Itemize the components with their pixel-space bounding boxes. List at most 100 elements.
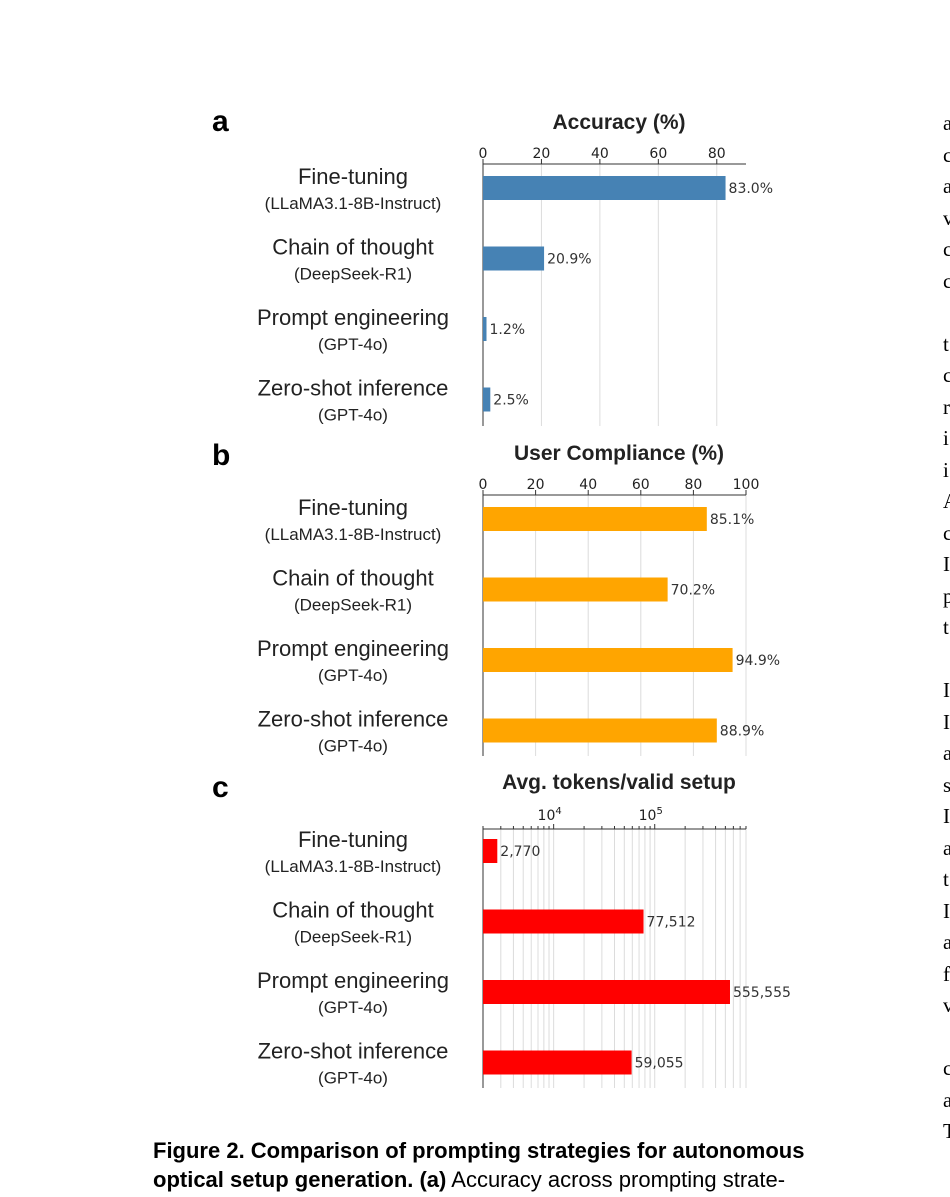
category-label: Zero-shot inference: [258, 376, 449, 401]
chart-panel-a: a Accuracy (%) 0 20 40 60 80 83.0% Fine-tuning (L…: [212, 105, 773, 426]
margin-letter: I: [943, 898, 950, 923]
margin-letter: i: [943, 426, 949, 450]
margin-letter: c: [943, 142, 950, 167]
tick-label: 100: [733, 477, 760, 493]
margin-letter: r: [943, 394, 950, 419]
tick-label: 60: [649, 146, 667, 162]
tick-label: 105: [639, 806, 663, 824]
margin-letter: t: [943, 615, 949, 639]
margin-letter: I: [943, 804, 950, 828]
panel-letter: c: [212, 771, 229, 804]
category-sublabel: (GPT-4o): [318, 666, 388, 685]
margin-letter: c: [943, 363, 950, 387]
tick-label-exponent: 5: [656, 806, 662, 817]
category-label: Prompt engineering: [257, 305, 449, 330]
tick-label: 0: [479, 146, 488, 162]
bar-value-label: 85.1%: [710, 512, 754, 528]
bar: [483, 387, 491, 412]
tick-label-base: 10: [538, 808, 556, 824]
bar: [483, 577, 668, 602]
category-sublabel: (GPT-4o): [318, 998, 388, 1017]
margin-letter: a: [943, 1087, 950, 1112]
caption-line-1: Figure 2. Comparison of prompting strate…: [153, 1138, 805, 1163]
category-label: Fine-tuning: [298, 827, 408, 852]
margin-letter: I: [943, 678, 950, 702]
category-label: Chain of thought: [272, 235, 433, 260]
figure-caption: Figure 2. Comparison of prompting strate…: [153, 1136, 913, 1194]
tick-label: 80: [684, 477, 702, 493]
margin-letter: a: [943, 741, 950, 765]
margin-letter: i: [943, 457, 949, 482]
category-label: Fine-tuning: [298, 495, 408, 520]
margin-letter: T: [943, 1119, 950, 1143]
margin-letter: c: [943, 268, 950, 293]
margin-letter: c: [943, 1056, 950, 1080]
bar: [483, 507, 707, 531]
gridlines: [482, 824, 747, 1088]
bar: [483, 839, 498, 863]
margin-letter: v: [943, 993, 950, 1017]
margin-letter: p: [943, 583, 950, 608]
bar-value-label: 70.2%: [671, 583, 715, 599]
chart-title: Avg. tokens/valid setup: [502, 771, 736, 794]
margin-letter: a: [943, 174, 950, 198]
caption-line-2-rest: Accuracy across prompting strate-: [446, 1167, 786, 1192]
tick-label: 40: [591, 146, 609, 162]
tick-label: 0: [479, 477, 488, 493]
bar-value-label: 88.9%: [720, 724, 764, 740]
margin-letter: s: [943, 772, 950, 797]
tick-label: 20: [533, 146, 551, 162]
category-sublabel: (GPT-4o): [318, 335, 388, 354]
bar: [483, 1050, 632, 1075]
bar: [483, 718, 717, 743]
category-label: Prompt engineering: [257, 968, 449, 993]
category-label: Prompt engineering: [257, 636, 449, 661]
margin-letter: A: [943, 489, 950, 513]
chart-panel-b: b User Compliance (%) 0 20 40 60 80 100 85.1% Fin…: [212, 439, 780, 756]
bar: [483, 980, 730, 1004]
bar-value-label: 555,555: [733, 985, 791, 1001]
category-label: Chain of thought: [272, 566, 433, 591]
tick-label-base: 10: [639, 808, 657, 824]
category-sublabel: (GPT-4o): [318, 737, 388, 756]
figure-2: a Accuracy (%)0 20 40 60 8083.0%Fine-tuning(L…: [212, 105, 791, 1088]
bar-value-label: 2.5%: [493, 393, 529, 409]
tick-label: 80: [708, 146, 726, 162]
chart-title: Accuracy (%): [552, 111, 685, 134]
panel-letter: b: [212, 439, 230, 472]
bar-value-label: 59,055: [635, 1056, 684, 1072]
category-sublabel: (DeepSeek-R1): [294, 265, 412, 284]
margin-letter: a: [943, 111, 950, 135]
bar: [483, 909, 644, 934]
bar-value-label: 94.9%: [736, 653, 780, 669]
bar-value-label: 1.2%: [490, 322, 526, 338]
tick-label: 104: [538, 806, 562, 824]
bar: [483, 317, 487, 341]
tick-label-exponent: 4: [555, 806, 561, 817]
tick-label: 60: [632, 477, 650, 493]
panel-letter: a: [212, 105, 229, 138]
category-sublabel: (GPT-4o): [318, 406, 388, 425]
margin-letter: f: [943, 961, 950, 986]
bar-value-label: 2,770: [500, 844, 540, 860]
tick-label: 40: [579, 477, 597, 493]
adjacent-column-text: a c a v c c t c r i i A c I p t I I a s …: [943, 108, 950, 1148]
margin-letter: c: [943, 237, 950, 261]
category-sublabel: (LLaMA3.1-8B-Instruct): [265, 525, 442, 544]
margin-letter: c: [943, 520, 950, 545]
chart-title: User Compliance (%): [514, 442, 724, 465]
bar: [483, 648, 733, 672]
category-sublabel: (LLaMA3.1-8B-Instruct): [265, 194, 442, 213]
bar: [483, 246, 545, 271]
category-label: Chain of thought: [272, 898, 433, 923]
margin-letter: I: [943, 709, 950, 734]
caption-line-2-bold: optical setup generation. (a): [153, 1167, 447, 1192]
category-label: Zero-shot inference: [258, 1039, 449, 1064]
bar-value-label: 83.0%: [729, 181, 773, 197]
category-sublabel: (GPT-4o): [318, 1069, 388, 1088]
category-label: Zero-shot inference: [258, 707, 449, 732]
margin-letter: t: [943, 331, 949, 356]
category-sublabel: (LLaMA3.1-8B-Instruct): [265, 857, 442, 876]
margin-letter: I: [943, 552, 950, 576]
margin-letter: t: [943, 867, 949, 891]
